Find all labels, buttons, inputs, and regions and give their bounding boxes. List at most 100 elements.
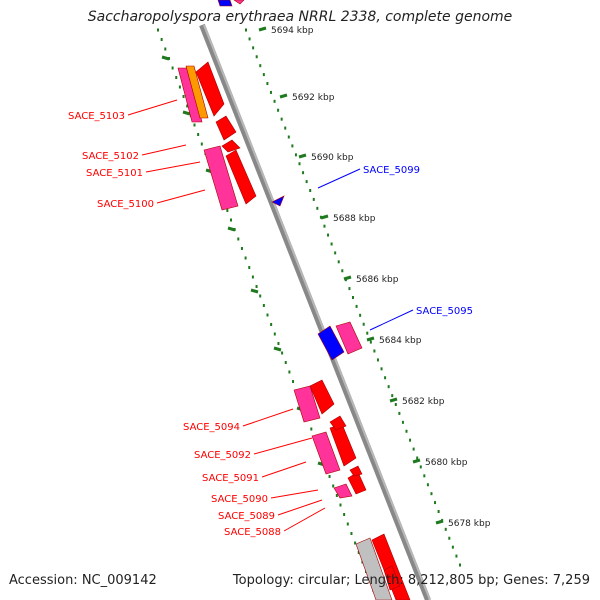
gene-label: SACE_5101 (86, 168, 143, 179)
track-dot (394, 403, 397, 406)
gene-sace-5090 (333, 483, 353, 499)
gene-feature (185, 65, 209, 119)
track-dot (359, 313, 362, 317)
track-dot (193, 123, 196, 127)
track-dot (226, 209, 229, 212)
major-tick (435, 519, 444, 525)
track-dot (200, 142, 203, 146)
gene-label: SACE_5102 (82, 151, 139, 162)
track-dot (387, 385, 390, 389)
track-dot (434, 501, 437, 505)
label-leader (369, 309, 414, 331)
gene-feature (215, 115, 237, 141)
track-dot (287, 135, 290, 139)
genome-stats-text: Topology: circular; Length: 8,212,805 bp… (232, 573, 590, 588)
track-dot (328, 475, 331, 478)
gene-sace-5101 (203, 145, 239, 211)
track-dot (350, 532, 353, 535)
track-dot (178, 85, 181, 89)
track-dot (292, 380, 295, 383)
track-dot (380, 367, 383, 371)
track-dot (302, 171, 305, 175)
gene-feature (349, 465, 363, 477)
track-dot (266, 313, 269, 317)
major-tick (389, 397, 398, 403)
backbone-highlight (203, 24, 431, 600)
track-dot (335, 494, 338, 497)
track-dot (451, 545, 454, 549)
tick-label: 5690 kbp (311, 153, 354, 163)
track-dot (362, 322, 365, 326)
track-dot (259, 64, 262, 68)
track-dot (341, 269, 344, 273)
gene-feature (383, 565, 401, 591)
track-dot (248, 266, 251, 269)
track-dot (305, 180, 308, 184)
track-dot (448, 536, 451, 540)
track-dot (288, 370, 291, 374)
gene-label: SACE_5103 (68, 111, 125, 122)
track-dot (171, 66, 174, 70)
label-leader (277, 499, 323, 516)
track-dot (270, 323, 273, 326)
track-dot (455, 554, 458, 558)
gene-label: SACE_5090 (211, 494, 268, 505)
track-dot (262, 73, 265, 77)
track-dot (437, 510, 440, 513)
label-leader (242, 408, 294, 427)
tick-label: 5692 kbp (292, 93, 335, 103)
track-dot (405, 429, 408, 433)
track-dot (316, 206, 319, 210)
track-dot (444, 527, 447, 531)
track-dot (298, 162, 301, 166)
label-leader (253, 437, 313, 455)
track-dot (255, 55, 258, 59)
track-dot (284, 126, 287, 130)
track-dot (337, 260, 340, 264)
track-dot (284, 361, 287, 364)
track-dot (369, 340, 372, 344)
track-dot (352, 296, 354, 299)
major-tick (279, 93, 288, 99)
track-dot (419, 465, 422, 469)
gene-feature (317, 325, 345, 361)
track-dot (245, 28, 247, 32)
track-dot (354, 541, 357, 545)
map-title: Saccharopolyspora erythraea NRRL 2338, c… (87, 9, 513, 25)
track-dot (259, 294, 262, 298)
track-dot (281, 351, 284, 355)
track-dot (323, 224, 326, 228)
major-tick (320, 214, 329, 220)
track-dot (327, 233, 330, 237)
gene-label: SACE_5095 (416, 306, 473, 317)
track-dot (277, 108, 280, 112)
label-leader (141, 144, 187, 156)
gene-label: SACE_5094 (183, 422, 240, 433)
major-tick (250, 288, 259, 294)
gene-label: SACE_5089 (218, 511, 275, 522)
track-dot (334, 251, 337, 255)
tick-label: 5688 kbp (333, 214, 376, 224)
major-tick (273, 346, 282, 352)
track-dot (266, 82, 269, 85)
track-dot (273, 332, 276, 336)
track-dot (157, 28, 159, 32)
major-tick (298, 153, 307, 159)
gene-label: SACE_5091 (202, 473, 259, 484)
label-leader (283, 507, 326, 532)
track-dot (373, 349, 376, 353)
label-leader (156, 189, 206, 204)
track-dot (409, 438, 412, 442)
track-dot (280, 117, 283, 121)
track-dot (401, 420, 404, 424)
tick-label: 5680 kbp (425, 458, 468, 468)
track-dot (430, 492, 433, 496)
major-tick (258, 26, 267, 32)
track-dot (309, 189, 312, 192)
label-leader (270, 489, 319, 499)
track-dot (244, 256, 247, 260)
track-dot (384, 376, 387, 380)
track-dot (255, 285, 258, 288)
track-dot (398, 411, 401, 415)
track-dot (346, 522, 349, 526)
